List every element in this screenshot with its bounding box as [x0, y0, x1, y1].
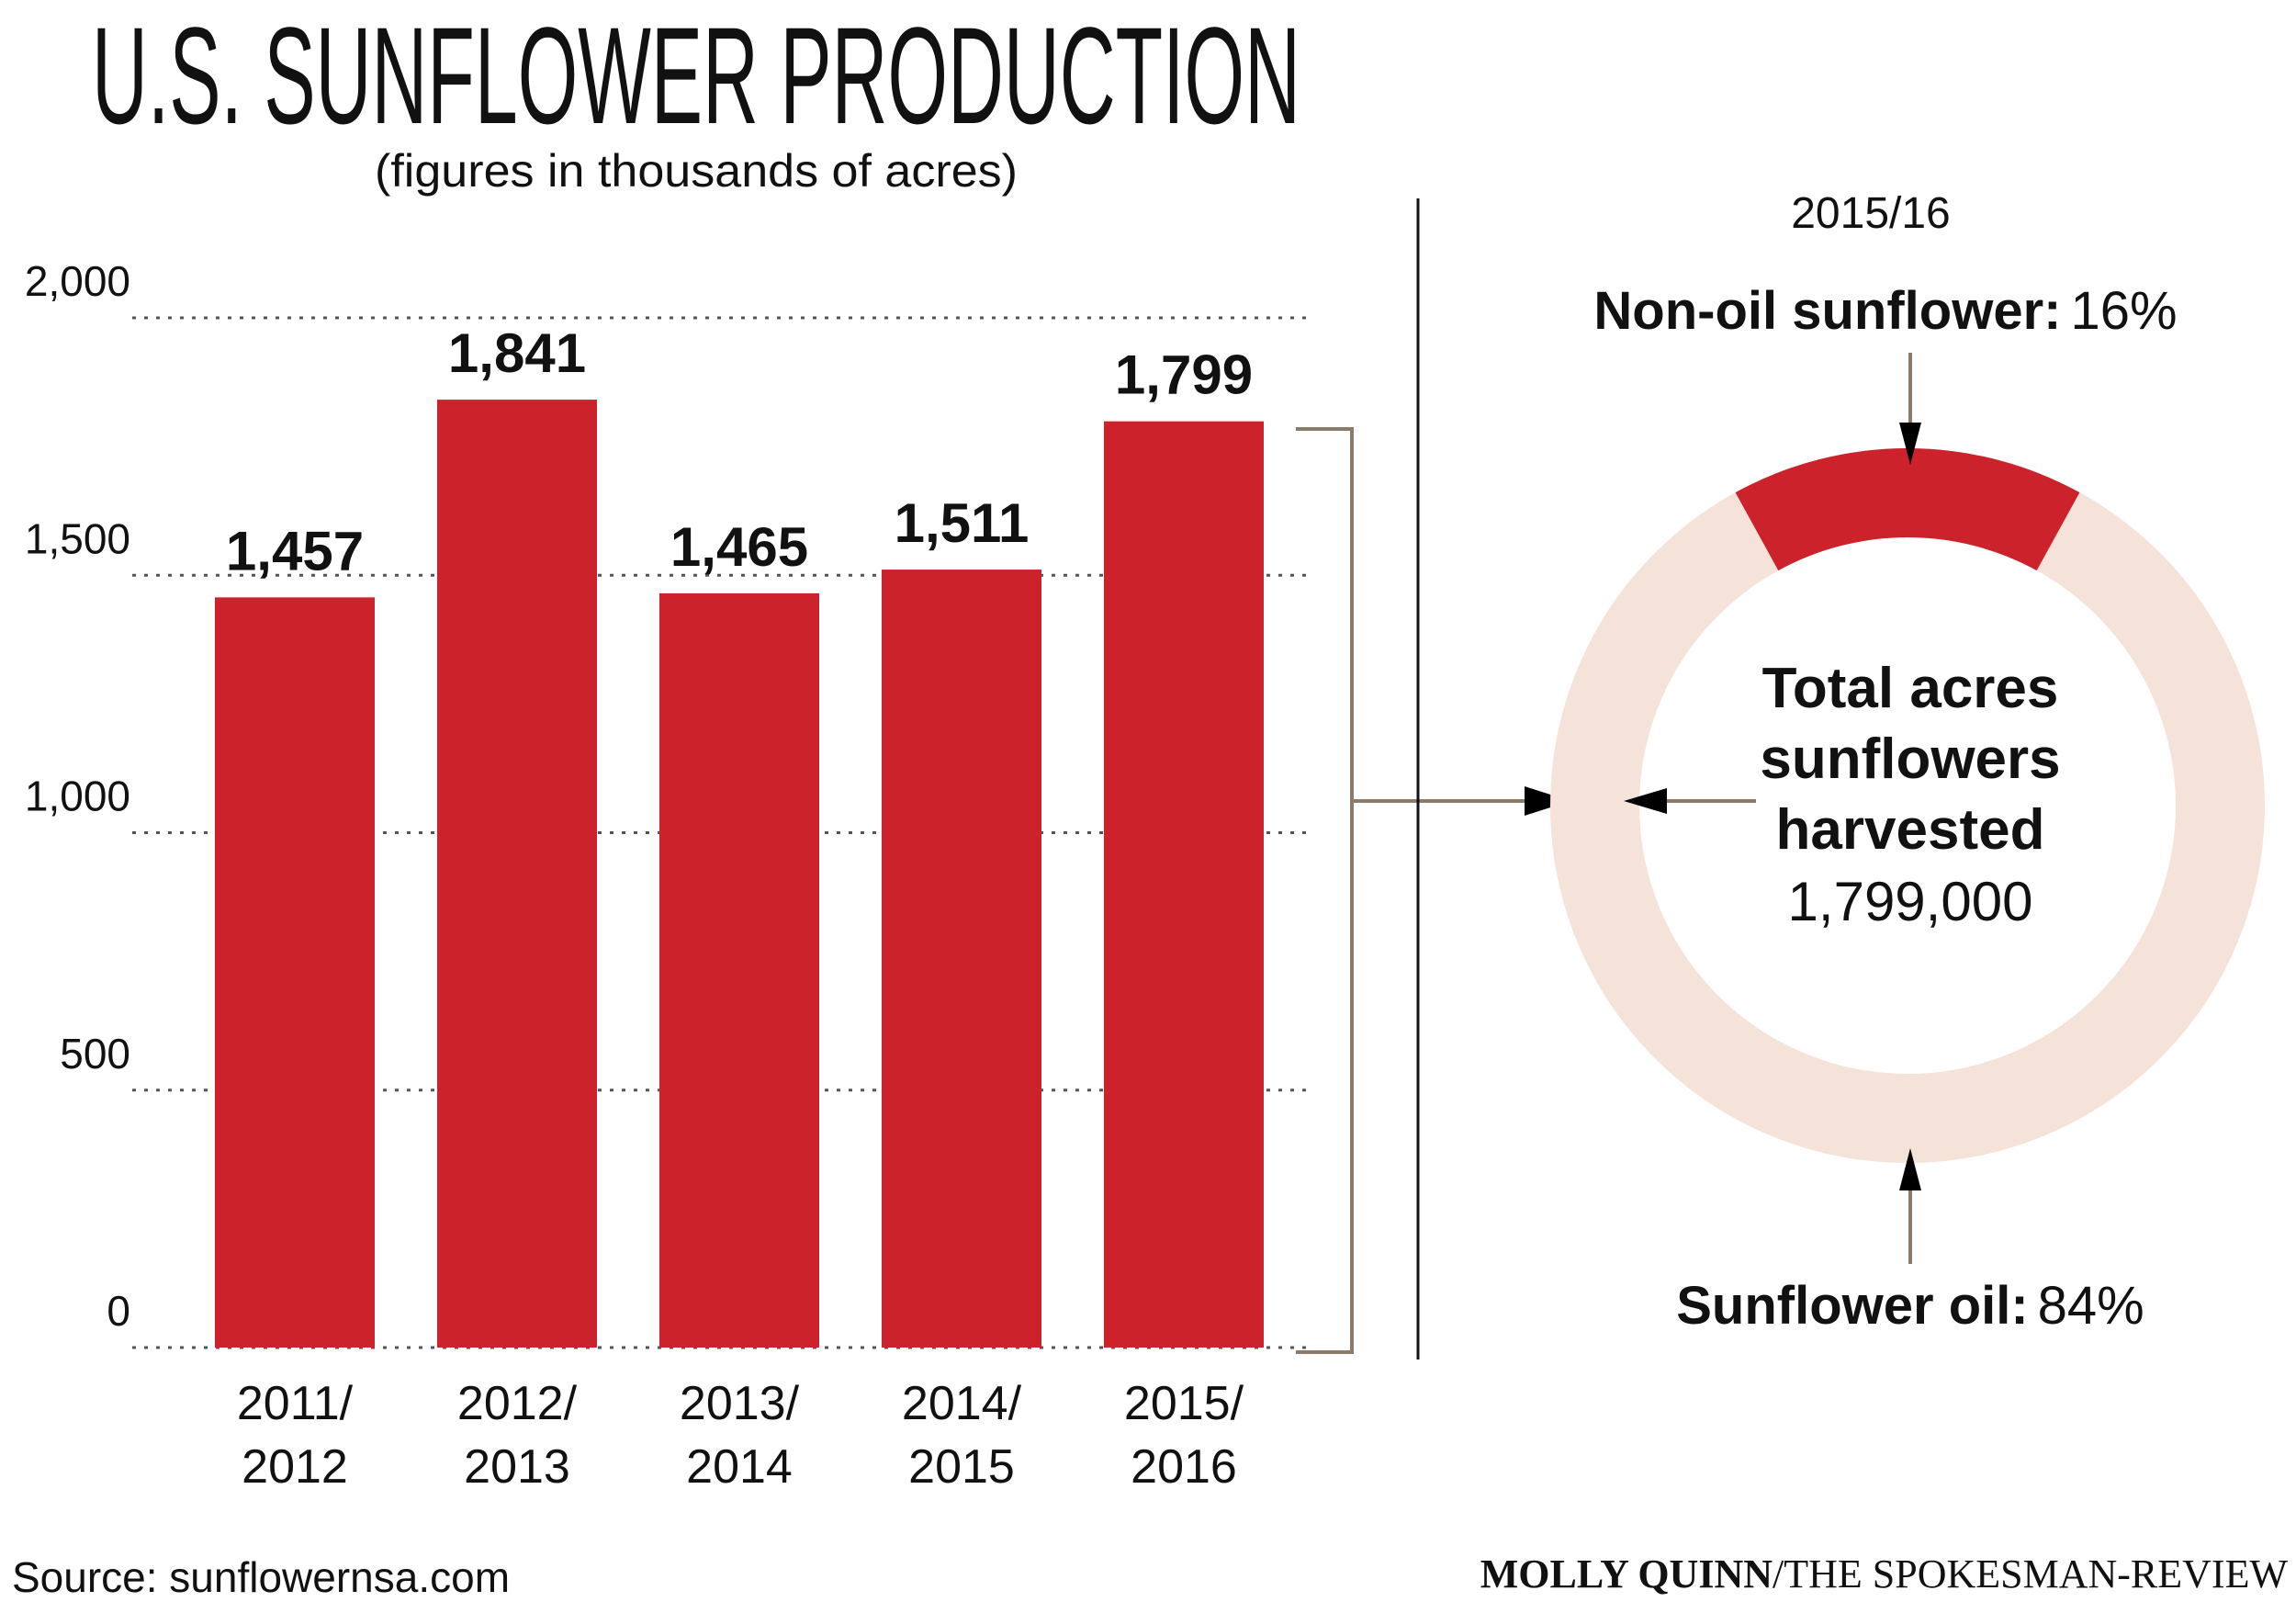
- x-tick-label: 2015/: [1124, 1377, 1244, 1430]
- bracket: [1296, 427, 1354, 1354]
- x-tick-label: 2013: [464, 1440, 570, 1494]
- arrow-down-icon: [1899, 423, 1921, 465]
- bar-value-label: 1,457: [226, 520, 364, 581]
- x-tick-label: 2016: [1131, 1440, 1237, 1494]
- bar: [882, 570, 1041, 1348]
- y-tick-label: 1,000: [25, 773, 130, 820]
- center-line-2: sunflowers: [1760, 728, 2060, 791]
- center-line-3: harvested: [1776, 798, 2045, 862]
- bars: 1,457 1,841 1,465 1,511 1,799: [215, 322, 1264, 1348]
- arrow-up-icon: [1899, 1148, 1921, 1190]
- center-line-1: Total acres: [1762, 657, 2059, 720]
- bar-value-label: 1,511: [895, 492, 1030, 554]
- slice-non-oil: [1735, 448, 2080, 571]
- y-tick-label: 2,000: [25, 257, 130, 305]
- x-tick-label: 2015: [908, 1440, 1015, 1494]
- x-axis: 2011/2012 2012/2013 2013/2014 2014/2015 2015…: [237, 1377, 1244, 1494]
- credit: MOLLY QUINN/THE SPOKESMAN-REVIEW: [1480, 1551, 2289, 1596]
- source-note: Source: sunflowernsa.com: [12, 1553, 510, 1601]
- x-tick-label: 2014/: [902, 1377, 1022, 1430]
- y-axis: 0 500 1,000 1,500 2,000: [25, 257, 130, 1335]
- x-tick-label: 2012/: [457, 1377, 578, 1430]
- x-tick-label: 2011/: [237, 1377, 354, 1430]
- arrow-left-icon: [1624, 788, 1667, 814]
- x-tick-label: 2012: [242, 1440, 348, 1494]
- label-oil: Sunflower oil: 84%: [1676, 1276, 2144, 1336]
- bar: [437, 400, 597, 1348]
- chart-subtitle: (figures in thousands of acres): [375, 145, 1018, 197]
- label-non-oil: Non-oil sunflower: 16%: [1593, 281, 2177, 341]
- bar-value-label: 1,465: [670, 516, 808, 578]
- y-tick-label: 1,500: [25, 514, 130, 562]
- bar: [215, 597, 375, 1348]
- y-tick-label: 0: [107, 1287, 130, 1335]
- arrow-right-icon: [1525, 786, 1570, 816]
- chart-title: U.S. SUNFLOWER PRODUCTION: [92, 0, 1300, 152]
- bar: [659, 592, 819, 1348]
- bar-value-label: 1,841: [448, 322, 586, 384]
- x-tick-label: 2013/: [680, 1377, 800, 1430]
- bar: [1104, 421, 1264, 1348]
- center-value: 1,799,000: [1788, 871, 2033, 932]
- donut-title: 2015/16: [1791, 189, 1951, 238]
- y-tick-label: 500: [60, 1030, 130, 1077]
- bar-value-label: 1,799: [1115, 344, 1253, 406]
- x-tick-label: 2014: [686, 1440, 793, 1494]
- donut-chart: [1550, 448, 2265, 1163]
